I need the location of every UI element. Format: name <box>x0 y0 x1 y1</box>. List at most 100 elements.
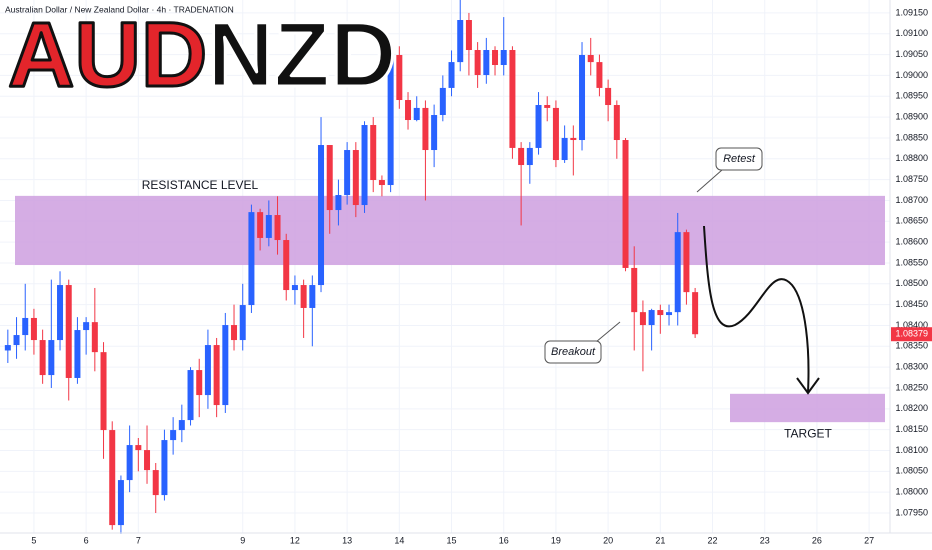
candle-body <box>135 445 142 451</box>
candle-body <box>274 215 281 241</box>
candles <box>4 0 699 534</box>
y-tick-label: 1.09000 <box>895 70 928 80</box>
y-tick-label: 1.08150 <box>895 424 928 434</box>
y-tick-label: 1.08550 <box>895 257 928 267</box>
candle-body <box>283 240 290 291</box>
y-tick-label: 1.08350 <box>895 341 928 351</box>
candle-body <box>535 105 542 148</box>
price-tag <box>891 327 932 342</box>
candle-body <box>109 430 116 526</box>
x-tick-label: 7 <box>136 535 141 545</box>
breakout-pointer <box>595 321 621 343</box>
candle-body <box>465 20 472 51</box>
candle-body <box>178 420 185 431</box>
x-tick-label: 16 <box>499 535 509 545</box>
y-tick-label: 1.08250 <box>895 382 928 392</box>
candle-body <box>579 55 586 141</box>
retest-bubble <box>715 147 763 171</box>
candle-body <box>570 137 577 141</box>
x-tick-label: 26 <box>812 535 822 545</box>
y-tick-label: 1.08450 <box>895 299 928 309</box>
candle-body <box>405 100 412 121</box>
y-tick-label: 1.08000 <box>895 487 928 497</box>
x-tick-label: 6 <box>84 535 89 545</box>
candle-body <box>309 285 316 308</box>
y-tick-label: 1.08950 <box>895 91 928 101</box>
y-tick-label: 1.08800 <box>895 153 928 163</box>
candle-body <box>544 105 551 108</box>
arrow-head <box>796 377 820 395</box>
breakout-label: Breakout <box>551 346 596 358</box>
candle-body <box>613 105 620 141</box>
y-tick-label: 1.09100 <box>895 28 928 38</box>
candle-body <box>631 267 638 313</box>
breakout-bubble <box>544 340 602 364</box>
candle-body <box>587 55 594 63</box>
y-tick-label: 1.08400 <box>895 320 928 330</box>
candle-body <box>117 480 124 526</box>
candle-body <box>170 430 177 441</box>
candle-body <box>318 145 325 286</box>
candle-body <box>4 345 11 351</box>
candle-body <box>91 322 98 353</box>
candle-body <box>552 107 559 161</box>
y-tick-label: 1.08300 <box>895 362 928 372</box>
zone-label: RESISTANCE LEVEL <box>142 178 259 192</box>
x-tick-label: 21 <box>655 535 665 545</box>
candle-body <box>196 370 203 396</box>
candle-body <box>152 470 159 496</box>
candle-body <box>439 87 446 116</box>
zone-label: TARGET <box>784 426 832 440</box>
candle-body <box>222 325 229 406</box>
candle-body <box>265 215 272 238</box>
candle-body <box>187 370 194 421</box>
y-tick-label: 1.09150 <box>895 7 928 17</box>
y-tick-label: 1.07950 <box>895 507 928 517</box>
x-tick-label: 20 <box>603 535 613 545</box>
candle-body <box>291 285 298 291</box>
candle-body <box>39 340 46 376</box>
candle-body <box>344 150 351 196</box>
x-tick-label: 19 <box>551 535 561 545</box>
candle-body <box>48 340 55 376</box>
candle-body <box>561 137 568 161</box>
candle-body <box>144 450 151 471</box>
candle-body <box>431 115 438 151</box>
candle-body <box>30 317 37 341</box>
x-tick-label: 22 <box>708 535 718 545</box>
candle-body <box>666 312 673 316</box>
retest-label: Retest <box>723 153 756 165</box>
x-tick-label: 12 <box>290 535 300 545</box>
candle-body <box>231 325 238 341</box>
candle-body <box>300 285 307 308</box>
candle-body <box>622 140 629 268</box>
candle-body <box>239 305 246 341</box>
candle-body <box>248 212 255 306</box>
candle-body <box>474 50 481 76</box>
x-tick-label: 9 <box>240 535 245 545</box>
candle-body <box>213 345 220 406</box>
headline-first: AUD <box>8 4 207 106</box>
candle-body <box>683 232 690 293</box>
candle-body <box>413 107 420 121</box>
candle-body <box>161 440 168 496</box>
chart-title: Australian Dollar / New Zealand Dollar ·… <box>5 4 234 14</box>
headline: AUDNZD <box>8 4 396 106</box>
candle-body <box>518 147 525 166</box>
candle-body <box>378 180 385 186</box>
x-tick-label: 23 <box>760 535 770 545</box>
candle-body <box>22 317 29 336</box>
grid <box>0 0 890 533</box>
y-tick-label: 1.08900 <box>895 111 928 121</box>
candle-body <box>370 125 377 181</box>
candle-body <box>352 150 359 206</box>
candle-body <box>509 50 516 148</box>
projection-arrow <box>703 225 810 393</box>
y-tick-label: 1.08500 <box>895 278 928 288</box>
candle-body <box>526 147 533 166</box>
candle-body <box>422 107 429 151</box>
candle-body <box>596 62 603 88</box>
